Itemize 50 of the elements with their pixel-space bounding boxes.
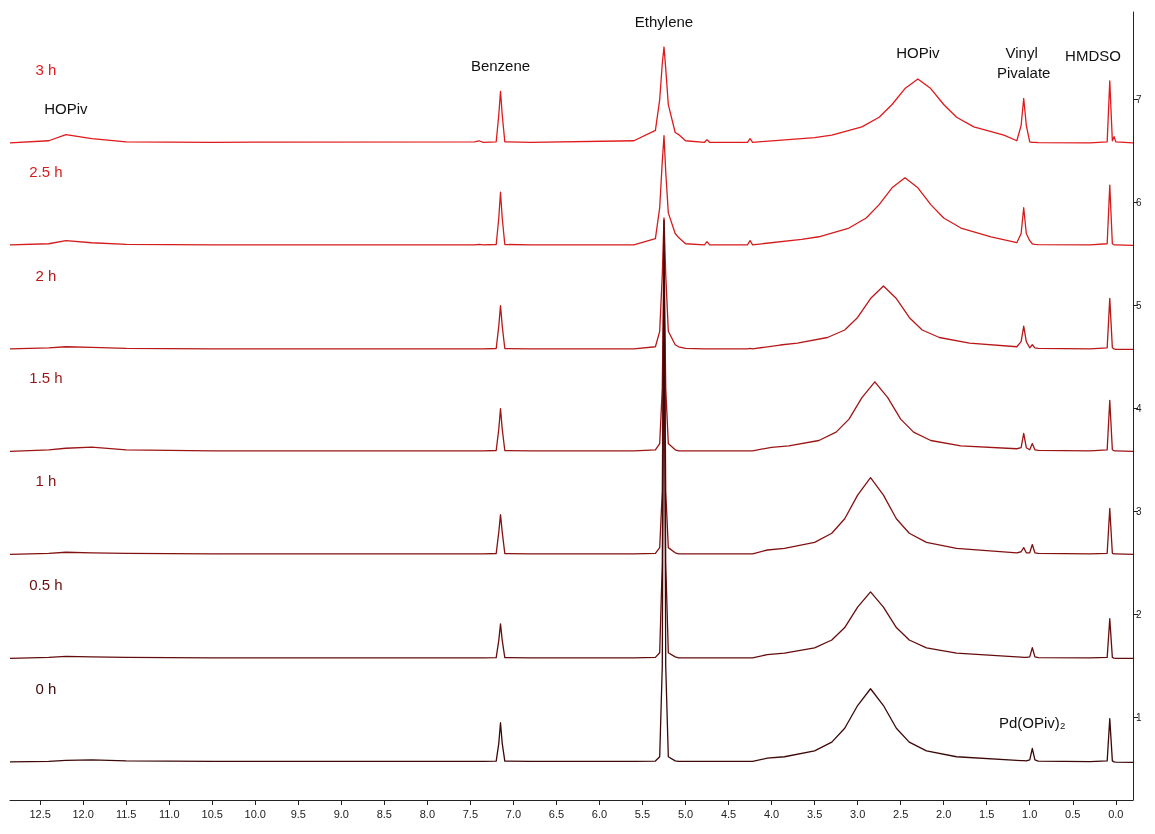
annotation: Vinyl Pivalate (997, 44, 1051, 82)
line-series (9, 134, 1134, 246)
y-tick-label: 4 (1136, 403, 1142, 415)
x-tick-label: 8.5 (376, 807, 392, 820)
text: 2 h (35, 266, 57, 284)
text: 0 h (35, 679, 57, 697)
x-tick-label: 4.5 (720, 807, 737, 820)
text: 2.5 h (29, 162, 63, 180)
x-tick-label: 11.0 (158, 807, 180, 820)
text: 1 h (35, 472, 57, 490)
x-tick-label: 0.5 (1065, 807, 1081, 820)
x-tick-label: 0.0 (1108, 807, 1124, 820)
x-tick-label: 2.5 (893, 807, 909, 820)
y-tick-label: 1 (1136, 712, 1142, 724)
line-series (9, 219, 1134, 764)
x-tick-label: 1.0 (1022, 807, 1038, 820)
x-tick-label: 5.0 (677, 807, 694, 820)
y-tick-label: 7 (1136, 94, 1142, 106)
x-tick-label: 2.0 (936, 807, 952, 820)
x-tick-label: 10.5 (201, 807, 223, 820)
x-tick-label: 4.0 (763, 807, 780, 820)
x-tick-label: 7.0 (505, 807, 522, 820)
text: 3 h (35, 60, 57, 78)
annotation: HOPiv (44, 100, 89, 118)
x-tick-label: 11.5 (115, 807, 137, 820)
y-tick-label: 3 (1136, 506, 1142, 518)
annotation: Pd(OPiv)₂ (998, 714, 1066, 731)
x-tick-label: 6.0 (591, 807, 608, 820)
x-tick-label: 9.5 (290, 807, 306, 820)
text: 1.5 h (29, 369, 63, 387)
x-tick-label: 8.0 (419, 807, 436, 820)
annotation: Ethylene (634, 12, 694, 30)
annotation: HMDSO (1065, 46, 1121, 64)
x-tick-label: 7.5 (462, 807, 479, 820)
annotation: Benzene (470, 56, 531, 74)
x-tick-label: 3.5 (806, 807, 823, 820)
annotation: HOPiv (896, 44, 941, 62)
x-tick-label: 12.5 (29, 807, 51, 820)
line-series (9, 217, 1134, 350)
x-tick-label: 5.5 (634, 807, 651, 820)
line-series (9, 46, 1134, 144)
x-tick-label: 9.0 (333, 807, 349, 820)
text: 0.5 h (29, 576, 63, 594)
x-tick-label: 3.0 (849, 807, 866, 820)
y-tick-label: 2 (1136, 609, 1142, 621)
x-tick-label: 6.5 (548, 807, 565, 820)
x-tick-label: 1.5 (979, 807, 995, 820)
y-tick-label: 5 (1136, 300, 1142, 312)
x-tick-label: 10.0 (244, 807, 266, 820)
x-tick-label: 12.0 (72, 807, 94, 820)
